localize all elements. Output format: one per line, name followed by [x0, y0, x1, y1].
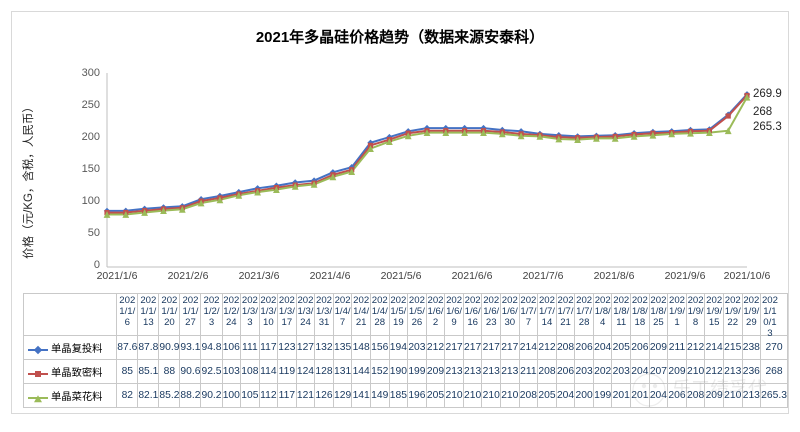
svg-text:2021/6/6: 2021/6/6 [452, 270, 493, 282]
svg-text:2021/5/6: 2021/5/6 [381, 270, 422, 282]
svg-text:250: 250 [82, 99, 100, 111]
svg-text:2021/8/6: 2021/8/6 [594, 270, 635, 282]
svg-text:2021/10/6: 2021/10/6 [724, 270, 771, 282]
svg-text:2021/1/6: 2021/1/6 [97, 270, 138, 282]
svg-text:2021/2/6: 2021/2/6 [168, 270, 209, 282]
svg-text:200: 200 [82, 131, 100, 143]
svg-text:268: 268 [753, 106, 772, 118]
svg-text:2021/3/6: 2021/3/6 [239, 270, 280, 282]
svg-text:300: 300 [82, 67, 100, 79]
svg-text:265.3: 265.3 [753, 121, 782, 133]
svg-text:269.9: 269.9 [753, 88, 782, 100]
svg-text:150: 150 [82, 163, 100, 175]
svg-text:2021/9/6: 2021/9/6 [665, 270, 706, 282]
svg-text:2021/7/6: 2021/7/6 [523, 270, 564, 282]
svg-text:100: 100 [82, 195, 100, 207]
svg-text:价格（元/KG，含税，人民币）: 价格（元/KG，含税，人民币） [21, 101, 35, 259]
svg-text:2021/4/6: 2021/4/6 [310, 270, 351, 282]
svg-text:50: 50 [88, 227, 100, 239]
